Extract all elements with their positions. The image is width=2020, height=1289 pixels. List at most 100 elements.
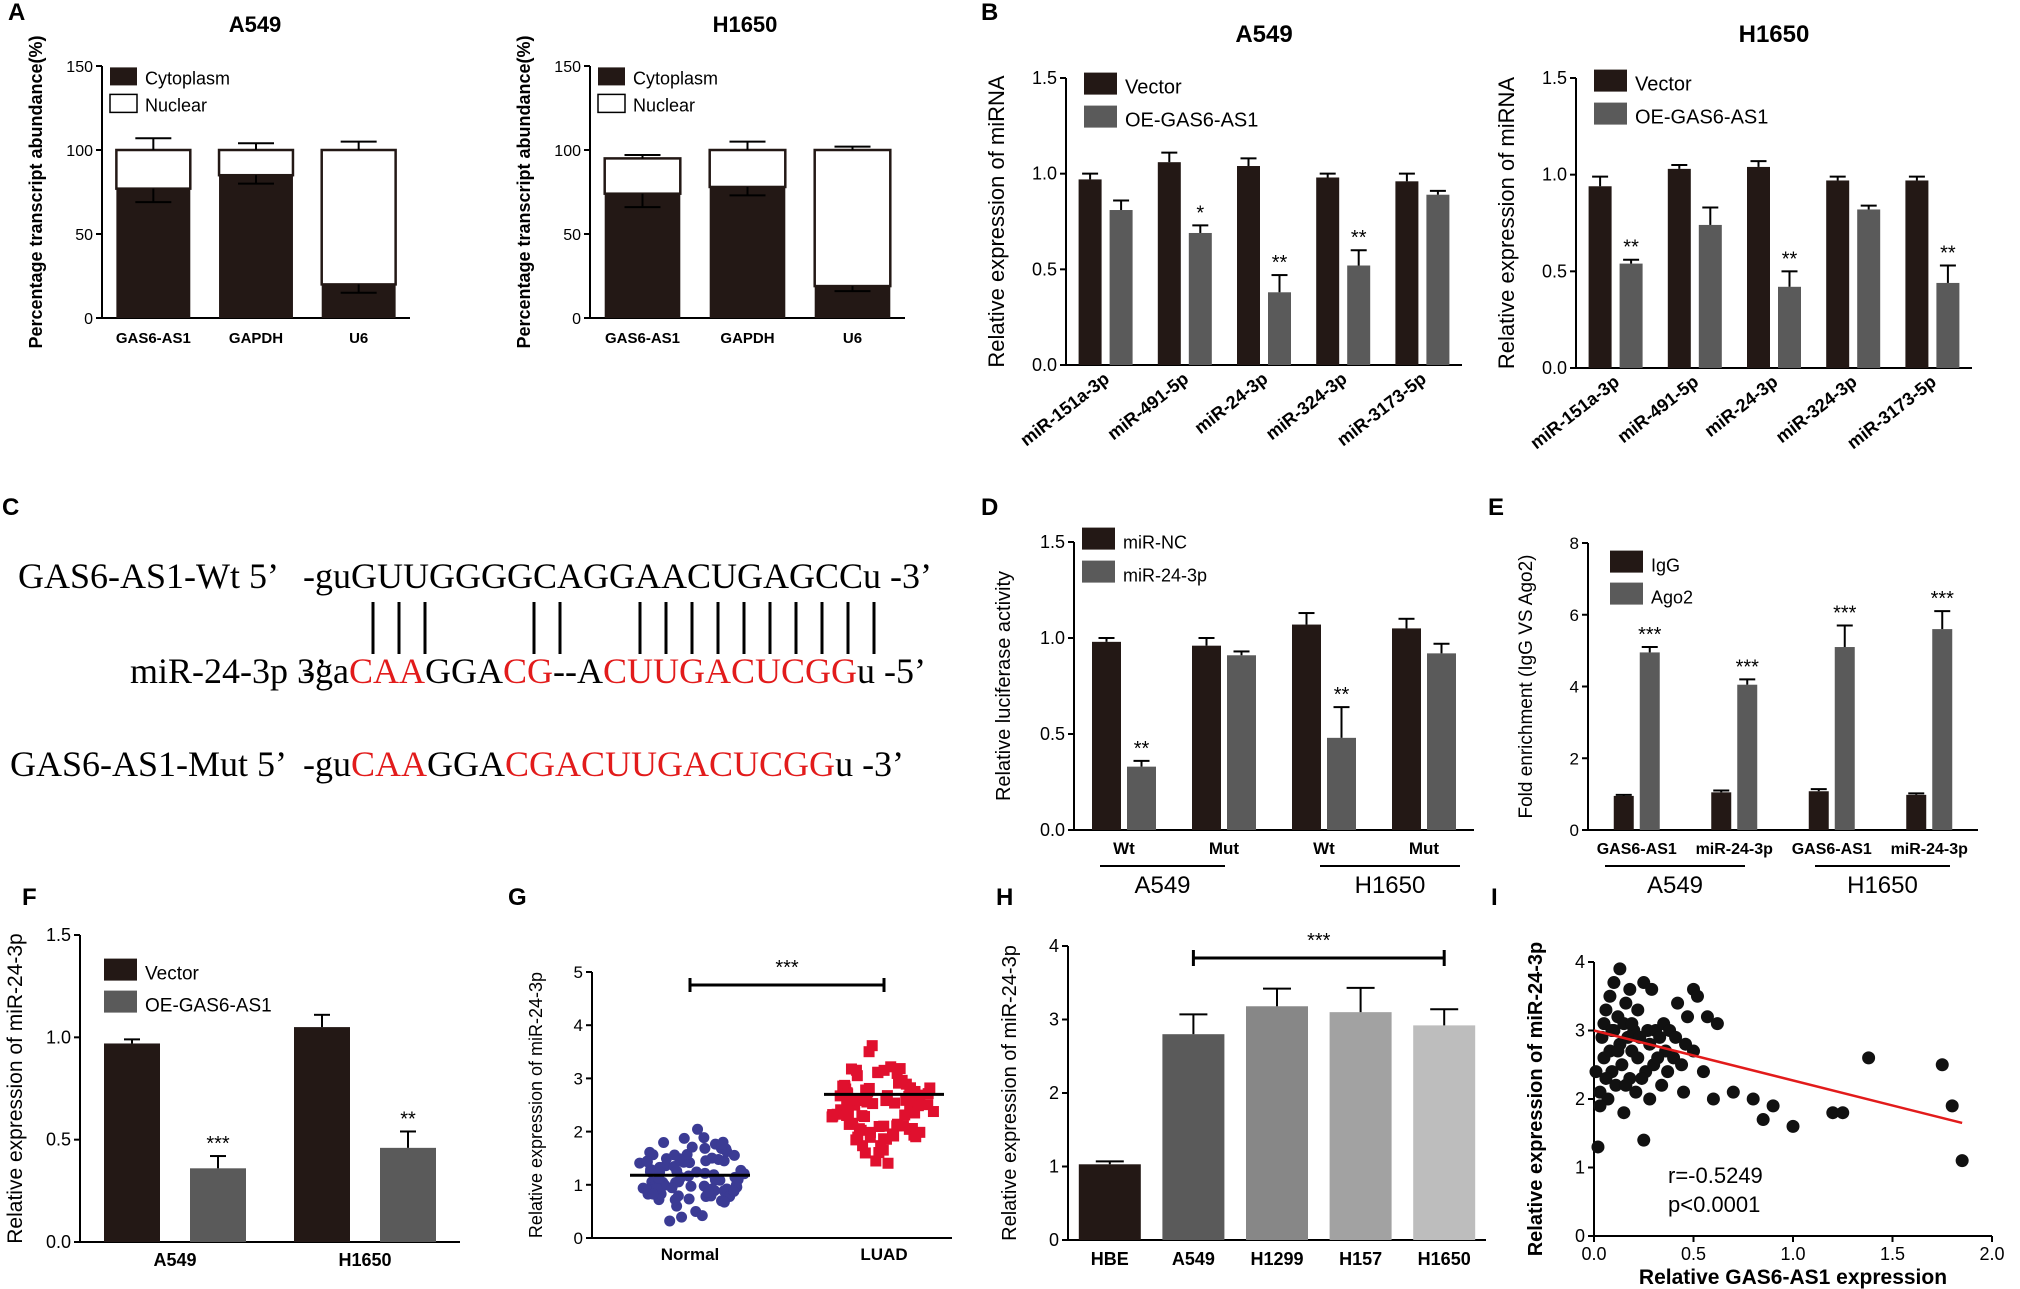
significance-mark: **: [1782, 248, 1798, 270]
seq-segment: CAA: [348, 651, 425, 691]
data-point-luad: [843, 1118, 855, 1130]
x-tick-label: miR-24-3p: [1701, 371, 1782, 440]
legend-swatch: [104, 958, 137, 981]
data-point-luad: [837, 1080, 849, 1092]
stack-cytoplasm: [219, 175, 293, 318]
data-point-luad: [856, 1110, 868, 1122]
data-point-luad: [878, 1133, 890, 1145]
data-point: [1862, 1051, 1876, 1065]
bar-HBE: [1078, 1164, 1141, 1240]
y-tick-label: 4: [1049, 936, 1059, 956]
bar-OE-GAS6-AS1: [1778, 286, 1801, 368]
y-axis-label: Relative luciferase activity: [993, 571, 1015, 801]
data-point: [1766, 1099, 1780, 1113]
y-tick-label: 3: [1575, 1021, 1585, 1041]
chart-E: 0 2 4 6 8 Fold enrichment (IgG VS Ago2) *** GAS…: [1516, 534, 1978, 899]
bar-Ago2: [1639, 652, 1660, 830]
data-point: [1786, 1119, 1800, 1133]
bar-H1650: [1413, 1025, 1476, 1240]
x-tick-label: GAS6-AS1: [1792, 841, 1872, 858]
legend-swatch: [597, 93, 626, 114]
bar-miR-24-3p: [1427, 653, 1456, 830]
data-point: [1607, 976, 1621, 990]
legend-label: Nuclear: [145, 96, 207, 116]
bar-Vector: [1395, 181, 1419, 365]
y-tick-label: 0: [572, 311, 581, 328]
x-tick-label: miR-491-5p: [1103, 368, 1192, 444]
bar-Ago2: [1737, 684, 1758, 830]
data-point-normal: [716, 1138, 728, 1150]
significance-mark: **: [1134, 738, 1150, 760]
sequence-alignment-panel: GAS6-AS1-Wt 5’ -guGUUGGGGCAGGAACUGAGCCu …: [0, 520, 990, 820]
group-label: A549: [1134, 872, 1190, 899]
data-point: [1625, 1017, 1639, 1031]
bar-OE-GAS6-AS1: [1347, 265, 1371, 365]
y-tick-label: 150: [554, 59, 581, 76]
legend-swatch: [1084, 105, 1117, 128]
significance-mark: ***: [1638, 624, 1662, 646]
data-point-luad: [899, 1109, 911, 1121]
bar-Vector: [104, 1043, 160, 1242]
significance-mark: ***: [1931, 588, 1955, 610]
y-tick-label: 100: [554, 143, 581, 160]
bar-H157: [1329, 1012, 1392, 1240]
data-point: [1955, 1154, 1969, 1168]
bar-H1299: [1246, 1006, 1308, 1240]
y-tick-label: 6: [1570, 606, 1579, 625]
bar-miR-NC: [1092, 641, 1121, 830]
bar-Vector: [1747, 166, 1770, 368]
legend-label: Cytoplasm: [633, 69, 718, 89]
x-tick-label: miR-24-3p: [1891, 841, 1969, 858]
stack-nuclear: [603, 157, 682, 195]
y-tick-label: 150: [66, 59, 93, 76]
chart-H: 0 1 2 3 4 Relative expression of miR-24-3p HBE…: [999, 930, 1486, 1269]
data-point-normal: [666, 1182, 678, 1194]
significance-mark: **: [1351, 227, 1367, 249]
significance-mark: *: [1196, 202, 1204, 224]
data-point-normal: [664, 1215, 676, 1227]
data-point-normal: [647, 1188, 659, 1200]
panel-letter-C: C: [2, 494, 19, 521]
data-point: [1617, 1106, 1631, 1120]
y-tick-label: 5: [574, 963, 583, 982]
x-tick-label: GAPDH: [229, 330, 283, 347]
legend-label: IgG: [1651, 556, 1680, 576]
y-axis-label: Percentage transcript abundance(%): [514, 35, 534, 348]
y-tick-label: 1.0: [1040, 628, 1065, 648]
data-point-luad: [866, 1040, 878, 1052]
data-point: [1619, 996, 1633, 1010]
bar-OE-GAS6-AS1: [1619, 263, 1643, 368]
seq-segment: CG: [502, 651, 553, 691]
chart-title: H1650: [713, 12, 778, 37]
data-point: [1671, 996, 1685, 1010]
data-point-luad: [910, 1131, 922, 1143]
data-point: [1613, 962, 1627, 976]
bar-Vector: [1905, 180, 1929, 368]
y-tick-label: 2: [1575, 1089, 1585, 1109]
y-tick-label: 2: [1049, 1083, 1059, 1103]
x-tick-label: miR-151a-3p: [1526, 371, 1623, 453]
significance-mark: ***: [775, 957, 799, 979]
x-tick-label: Wt: [1313, 839, 1335, 858]
chart-A2: 0 50 100 150 Percentage transcript abundance…: [514, 12, 905, 349]
data-point-luad: [827, 1110, 839, 1122]
y-tick-label: 0: [84, 311, 93, 328]
y-axis-label: Relative expression of miR-24-3p: [4, 933, 27, 1243]
data-point-normal: [669, 1194, 681, 1206]
data-point-luad: [905, 1095, 917, 1107]
significance-mark: ***: [1307, 930, 1331, 952]
y-tick-label: 0.5: [1032, 259, 1057, 279]
x-tick-label: 1.5: [1880, 1244, 1905, 1264]
seq-segment: -gu: [303, 744, 351, 784]
bar-Ago2: [1932, 629, 1953, 830]
data-point: [1631, 1003, 1645, 1017]
significance-mark: ***: [206, 1133, 230, 1155]
data-point: [1681, 1010, 1695, 1024]
chart-B2: 0.0 0.5 1.0 1.5 Relative expression of miRNA…: [1494, 21, 1972, 453]
bar-miR-NC: [1392, 628, 1421, 830]
bar-OE-GAS6-AS1: [1109, 210, 1133, 365]
data-point-luad: [894, 1063, 906, 1075]
data-point-luad: [870, 1155, 882, 1167]
y-tick-label: 4: [1575, 952, 1585, 972]
data-point: [1589, 1065, 1603, 1079]
